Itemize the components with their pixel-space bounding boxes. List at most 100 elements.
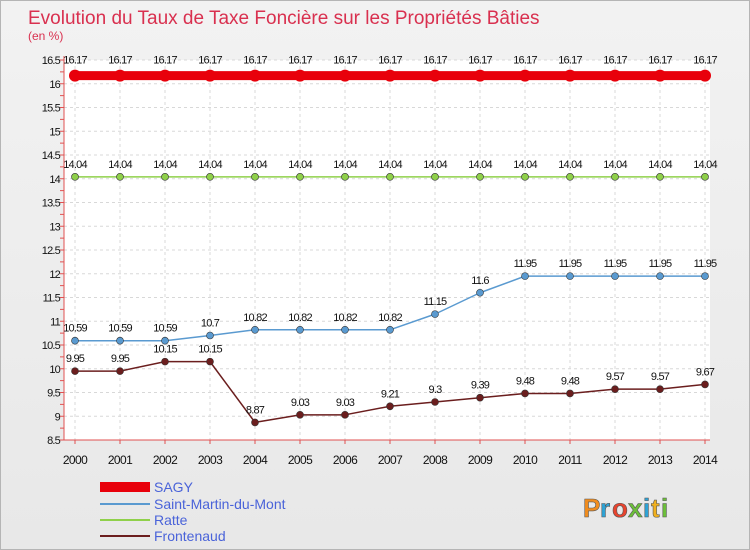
y-tick-label: 10 bbox=[49, 364, 60, 376]
legend-label: Ratte bbox=[154, 512, 188, 528]
data-point bbox=[296, 173, 304, 181]
data-label: 16.17 bbox=[378, 55, 402, 67]
data-point bbox=[251, 173, 259, 181]
y-tick-label: 14 bbox=[49, 174, 60, 186]
data-point bbox=[341, 325, 349, 334]
data-point bbox=[609, 69, 621, 82]
data-label: 11.95 bbox=[604, 258, 627, 270]
x-tick-label: 2006 bbox=[333, 453, 358, 467]
chart-subtitle: (en %) bbox=[28, 29, 63, 43]
data-point bbox=[431, 173, 439, 181]
x-tick-label: 2011 bbox=[558, 453, 582, 467]
data-label: 10.82 bbox=[243, 312, 267, 324]
x-tick-label: 2008 bbox=[423, 453, 448, 467]
data-label: 11.95 bbox=[559, 258, 582, 270]
data-point bbox=[251, 418, 259, 427]
y-tick-label: 15 bbox=[49, 126, 60, 138]
y-tick-label: 11 bbox=[50, 316, 61, 328]
y-tick-label: 9.5 bbox=[47, 388, 61, 400]
data-label: 9.3 bbox=[429, 384, 443, 396]
data-label: 11.95 bbox=[514, 258, 537, 270]
data-point bbox=[161, 357, 169, 366]
data-label: 11.15 bbox=[424, 296, 447, 308]
data-point bbox=[476, 393, 484, 402]
x-tick-label: 2013 bbox=[648, 453, 673, 467]
logo-letter: i bbox=[661, 493, 668, 523]
data-point bbox=[656, 272, 664, 280]
data-label: 14.04 bbox=[468, 159, 492, 171]
x-tick-label: 2001 bbox=[108, 453, 133, 467]
y-tick-label: 16.5 bbox=[42, 55, 61, 67]
data-label: 9.39 bbox=[471, 380, 490, 392]
data-label: 10.82 bbox=[288, 312, 312, 324]
data-label: 9.67 bbox=[696, 366, 715, 378]
data-label: 14.04 bbox=[603, 159, 627, 171]
y-tick-label: 13.5 bbox=[42, 198, 61, 210]
data-label: 10.59 bbox=[63, 323, 87, 335]
data-point bbox=[161, 336, 169, 345]
data-labels: 16.17 16.17 16.17 16.17 16.17 16.17 16.17 16.17… bbox=[63, 55, 718, 417]
data-point bbox=[611, 272, 619, 280]
data-point bbox=[69, 69, 81, 82]
y-tick-label: 12 bbox=[49, 269, 60, 281]
logo-letter: i bbox=[643, 493, 650, 523]
data-point bbox=[159, 69, 171, 82]
data-label: 14.04 bbox=[513, 159, 537, 171]
data-label: 16.17 bbox=[198, 55, 222, 67]
data-point bbox=[701, 272, 709, 280]
data-label: 9.03 bbox=[336, 397, 355, 409]
y-tick-label: 10.5 bbox=[42, 340, 61, 352]
y-tick-label: 11.5 bbox=[43, 293, 61, 305]
data-label: 9.48 bbox=[516, 375, 535, 387]
legend-label: SAGY bbox=[154, 479, 194, 495]
x-tick-label: 2007 bbox=[378, 453, 403, 467]
data-label: 11.95 bbox=[694, 258, 717, 270]
data-label: 16.17 bbox=[603, 55, 627, 67]
data-label: 16.17 bbox=[333, 55, 357, 67]
data-label: 16.17 bbox=[288, 55, 312, 67]
data-label: 16.17 bbox=[153, 55, 177, 67]
x-tick-label: 2003 bbox=[198, 453, 223, 467]
data-point bbox=[114, 69, 126, 82]
data-point bbox=[206, 331, 214, 340]
grid bbox=[64, 59, 710, 441]
axes: 8.599.51010.51111.51212.51313.51414.5151… bbox=[42, 55, 719, 467]
data-label: 10.59 bbox=[108, 323, 132, 335]
data-label: 16.17 bbox=[513, 55, 537, 67]
data-label: 10.15 bbox=[198, 344, 222, 356]
data-label: 11.95 bbox=[649, 258, 672, 270]
data-point bbox=[384, 69, 396, 82]
data-point bbox=[204, 69, 216, 82]
data-label: 10.82 bbox=[333, 312, 357, 324]
data-label: 14.04 bbox=[243, 159, 267, 171]
data-point bbox=[521, 272, 529, 280]
x-tick-label: 2014 bbox=[693, 453, 718, 467]
data-label: 14.04 bbox=[423, 159, 447, 171]
data-point bbox=[519, 69, 531, 82]
data-label: 14.04 bbox=[63, 159, 87, 171]
x-tick-label: 2012 bbox=[603, 453, 628, 467]
data-label: 9.57 bbox=[651, 371, 670, 383]
logo-letter: o bbox=[612, 493, 628, 523]
y-tick-label: 8.5 bbox=[47, 435, 61, 447]
x-tick-label: 2004 bbox=[243, 453, 268, 467]
data-point bbox=[386, 173, 394, 181]
data-point bbox=[701, 380, 709, 389]
data-label: 9.57 bbox=[606, 371, 625, 383]
series-layer bbox=[69, 69, 711, 427]
data-label: 9.03 bbox=[291, 397, 310, 409]
y-tick-label: 13 bbox=[49, 221, 60, 233]
data-label: 11.6 bbox=[471, 275, 489, 287]
y-tick-label: 16 bbox=[49, 79, 60, 91]
data-point bbox=[294, 69, 306, 82]
data-label: 14.04 bbox=[108, 159, 132, 171]
data-point bbox=[206, 173, 214, 181]
data-label: 9.95 bbox=[66, 353, 85, 365]
data-point bbox=[656, 385, 664, 393]
y-tick-label: 12.5 bbox=[42, 245, 61, 257]
data-label: 10.59 bbox=[153, 323, 177, 335]
data-point bbox=[654, 69, 666, 82]
data-label: 14.04 bbox=[693, 159, 717, 171]
